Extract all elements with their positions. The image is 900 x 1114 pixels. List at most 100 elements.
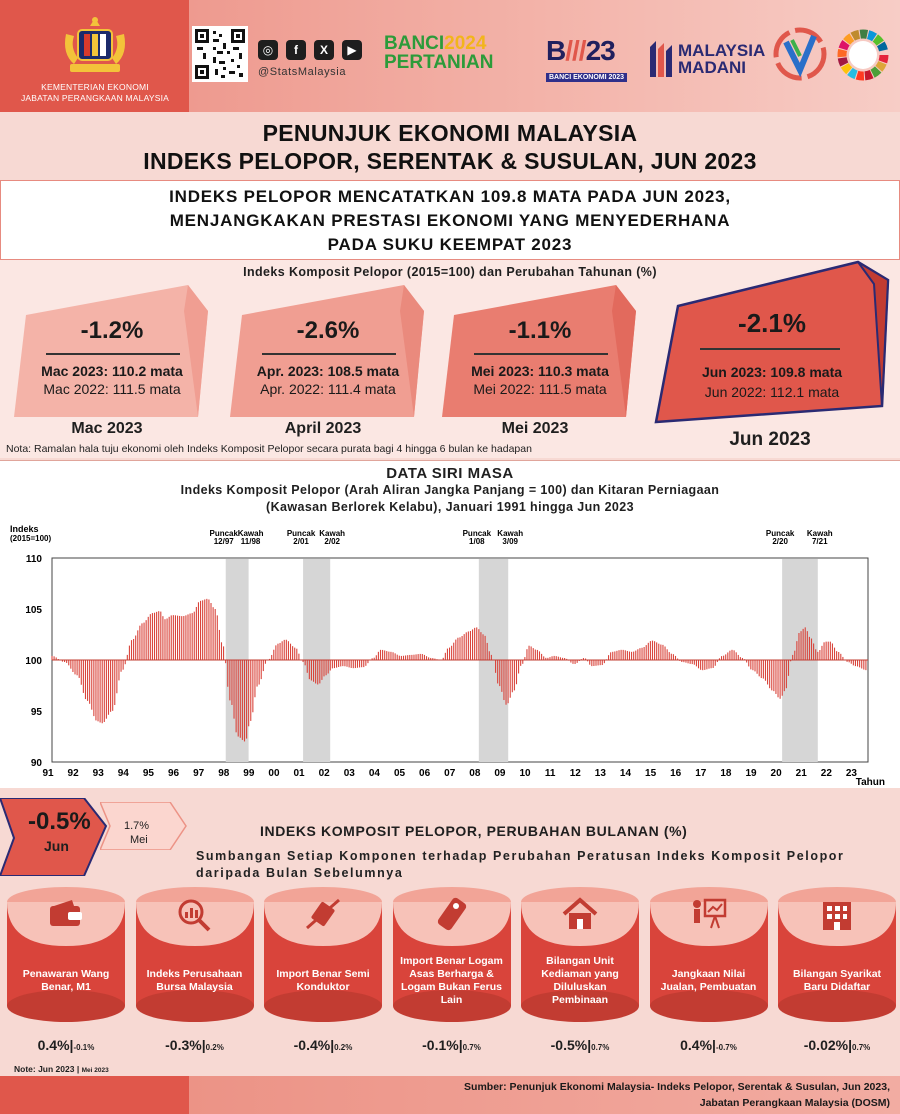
y-tick-label: 110 xyxy=(26,554,43,565)
x-tick-label: 21 xyxy=(796,768,808,779)
peak-label: Puncak xyxy=(287,529,316,538)
x-tick-label: 03 xyxy=(344,768,356,779)
headline-box: INDEKS PELOPOR MENCATATKAN 109.8 MATA PA… xyxy=(0,180,900,260)
kpi-current: Mei 2023: 110.3 mata xyxy=(471,363,609,379)
component-card: Jangkaan Nilai Jualan, Pembuatan xyxy=(649,886,769,1024)
kpi-title: Indeks Komposit Pelopor (2015=100) dan P… xyxy=(243,265,657,279)
kpi-label-mei: Mei 2023 xyxy=(501,420,569,437)
chart-title-1: Indeks Komposit Pelopor (Arah Aliran Jan… xyxy=(180,483,720,497)
x-axis-title: Tahun xyxy=(856,777,885,788)
wallet-icon xyxy=(50,900,82,926)
y-tick-label: 105 xyxy=(25,605,42,616)
x-tick-label: 91 xyxy=(42,768,54,779)
component-card: Indeks Perusahaan Bursa Malaysia xyxy=(135,886,255,1024)
kpi-card-jun: -2.1% Jun 2023: 109.8 mata Jun 2022: 112… xyxy=(652,260,892,428)
stock-chart-icon xyxy=(178,899,210,932)
component-value: -0.02%|0.7% xyxy=(803,1037,871,1053)
x-tick-label: 22 xyxy=(821,768,833,779)
banci-pertanian-word-a: BANCI xyxy=(384,33,445,54)
component-jun: -0.5% xyxy=(550,1037,588,1053)
trough-date: 11/98 xyxy=(241,537,261,546)
y-tick-label: 90 xyxy=(31,758,43,769)
kpi-previous: Mac 2022: 111.5 mata xyxy=(43,381,181,397)
component-value: -0.3%|0.2% xyxy=(165,1037,224,1053)
headline-line-3: PADA SUKU KEEMPAT 2023 xyxy=(327,235,573,254)
x-tick-label: 09 xyxy=(494,768,506,779)
x-tick-label: 00 xyxy=(268,768,280,779)
kpi-previous: Jun 2022: 112.1 mata xyxy=(704,384,840,400)
component-jun: -0.4% xyxy=(293,1037,331,1053)
x-tick-label: 95 xyxy=(143,768,155,779)
page-title: PENUNJUK EKONOMI MALAYSIA xyxy=(262,120,638,146)
kpi-pct: -2.6% xyxy=(296,317,360,344)
component-mei: 0.7% xyxy=(591,1043,610,1052)
x-tick-label: 92 xyxy=(68,768,80,779)
facebook-icon[interactable]: f xyxy=(286,40,306,60)
component-mei: 0.7% xyxy=(462,1043,481,1052)
x-tick-label: 19 xyxy=(745,768,757,779)
trough-date: 2/02 xyxy=(324,537,340,546)
peak-label: Puncak xyxy=(766,529,795,538)
banci-pertanian-logo: BANCI2024 PERTANIAN xyxy=(384,34,540,82)
component-label: Import Benar Logam Asas Berharga & Logam… xyxy=(400,955,503,1006)
component-jun: 0.4% xyxy=(680,1037,713,1053)
x-tick-label: 94 xyxy=(118,768,130,779)
madani-word-a: MALAYSIA xyxy=(678,41,766,60)
component-value: 0.4%|-0.1% xyxy=(37,1037,95,1053)
ministry-block: KEMENTERIAN EKONOMI JABATAN PERANGKAAN M… xyxy=(0,0,190,112)
madani-word-b: MADANI xyxy=(678,58,746,77)
y-axis-unit: (2015=100) xyxy=(10,534,51,543)
kpi-current: Mac 2023: 110.2 mata xyxy=(41,363,183,379)
x-tick-label: 11 xyxy=(545,768,556,779)
banci-ekonomi-text: BANCI EKONOMI 2023 xyxy=(546,73,628,82)
component-mei: 0.2% xyxy=(334,1043,353,1052)
component-card: Import Benar Logam Asas Berharga & Logam… xyxy=(392,886,512,1024)
kpi-label-mac: Mac 2023 xyxy=(71,420,143,437)
component-mei: 0.7% xyxy=(852,1043,871,1052)
banci-ekonomi-logo: B///23 BANCI EKONOMI 2023 xyxy=(546,36,642,82)
component-mei: -0.1% xyxy=(73,1043,95,1052)
banci-pertanian-year: 2024 xyxy=(444,33,487,54)
component-label: Bilangan Unit Kediaman yang Diluluskan P… xyxy=(541,955,619,1006)
x-tick-label: 08 xyxy=(469,768,481,779)
youtube-icon[interactable]: ▶ xyxy=(342,40,362,60)
source-line-2: Jabatan Perangkaan Malaysia (DOSM) xyxy=(699,1097,890,1109)
instagram-icon[interactable]: ◎ xyxy=(258,40,278,60)
note-current: Note: Jun 2023 xyxy=(14,1064,75,1074)
social-handle[interactable]: @StatsMalaysia xyxy=(258,66,347,78)
x-tick-label: 98 xyxy=(218,768,230,779)
malaysia-crest-icon xyxy=(65,17,125,72)
x-tick-label: 16 xyxy=(670,768,682,779)
component-jun: -0.3% xyxy=(165,1037,202,1053)
malaysia-madani-logo: MALAYSIA MADANI xyxy=(648,36,770,82)
component-card: Bilangan Unit Kediaman yang Diluluskan P… xyxy=(520,886,640,1024)
peak-date: 2/20 xyxy=(772,537,788,546)
kpi-label-jun: Jun 2023 xyxy=(729,429,811,450)
component-card: Bilangan Syarikat Baru Didaftar xyxy=(777,886,897,1024)
y-tick-label: 95 xyxy=(31,707,43,718)
leading-index-chart: Puncak12/97Kawah11/98Puncak2/01Kawah2/02… xyxy=(0,520,900,788)
x-tick-label: 12 xyxy=(570,768,582,779)
kpi-previous: Apr. 2022: 111.4 mata xyxy=(260,381,396,397)
peak-label: Puncak xyxy=(210,529,239,538)
presentation-icon xyxy=(692,898,726,929)
headline-line-1: INDEKS PELOPOR MENCATATKAN 109.8 MATA PA… xyxy=(169,187,731,206)
x-tick-label: 04 xyxy=(369,768,381,779)
x-tick-label: 14 xyxy=(620,768,632,779)
x-twitter-icon[interactable]: X xyxy=(314,40,334,60)
component-card: Import Benar Semi Konduktor xyxy=(263,886,383,1024)
kpi-label-april: April 2023 xyxy=(284,420,362,437)
component-mei: -0.7% xyxy=(715,1043,737,1052)
x-tick-label: 18 xyxy=(720,768,732,779)
y-axis-title: Indeks xyxy=(10,524,39,534)
x-tick-label: 02 xyxy=(319,768,331,779)
y-tick-label: 100 xyxy=(25,656,42,667)
peak-date: 1/08 xyxy=(469,537,485,546)
chart-header: DATA SIRI MASA Indeks Komposit Pelopor (… xyxy=(0,460,900,526)
note-previous: Mei 2023 xyxy=(81,1067,109,1074)
qr-code-icon[interactable] xyxy=(192,26,248,82)
title-block: PENUNJUK EKONOMI MALAYSIA INDEKS PELOPOR… xyxy=(0,112,900,178)
x-tick-label: 20 xyxy=(771,768,783,779)
peak-label: Puncak xyxy=(463,529,492,538)
chart-section-title: DATA SIRI MASA xyxy=(386,465,514,482)
